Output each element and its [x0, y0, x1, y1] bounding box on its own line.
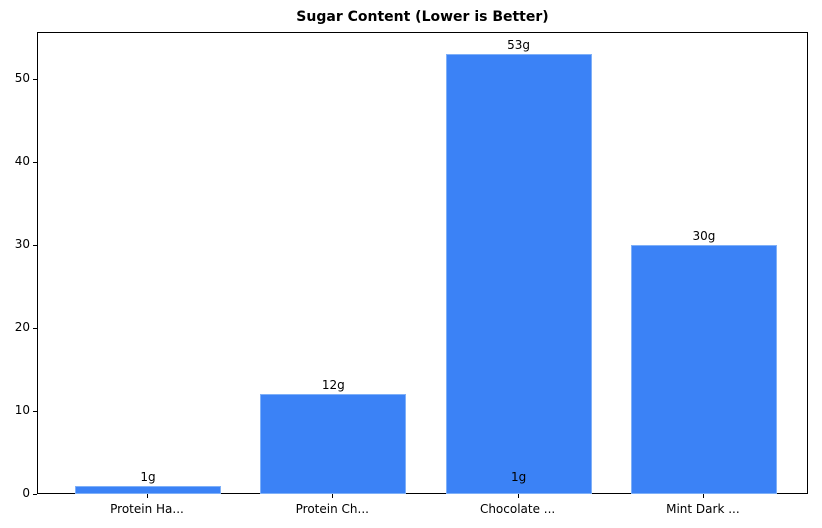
bar-value-label: 1g: [140, 469, 156, 484]
annotation-label: 1g: [510, 469, 527, 484]
bar: [630, 244, 777, 494]
y-tick-mark: [33, 78, 37, 80]
bar: [445, 54, 592, 494]
plot-area: 1g 12g 53g 30g 1g: [37, 32, 808, 494]
bar: [260, 394, 407, 494]
y-tick-label: 40: [14, 153, 30, 168]
x-tick-label: Protein Ha...: [110, 502, 184, 516]
x-tick-mark: [332, 494, 334, 498]
x-tick-mark: [517, 494, 519, 498]
chart-title: Sugar Content (Lower is Better): [296, 9, 549, 25]
x-tick-label: Protein Ch...: [295, 502, 369, 516]
x-tick-mark: [702, 494, 704, 498]
x-tick-label: Chocolate ...: [479, 502, 556, 516]
y-tick-label: 50: [14, 70, 30, 85]
y-tick-mark: [33, 244, 37, 246]
y-tick-label: 20: [14, 319, 30, 334]
bar-value-label: 30g: [692, 228, 716, 243]
y-tick-mark: [33, 161, 37, 163]
bar-value-label: 53g: [507, 38, 531, 52]
x-tick-label: Mint Dark ...: [666, 502, 740, 516]
y-tick-label: 0: [22, 486, 30, 500]
y-tick-mark: [33, 327, 37, 329]
y-tick-label: 30: [14, 236, 30, 251]
bar: [75, 485, 221, 494]
y-tick-label: 10: [14, 402, 30, 417]
bar-value-label: 12g: [321, 378, 345, 393]
y-tick-mark: [33, 494, 37, 495]
y-tick-mark: [33, 410, 37, 412]
x-tick-mark: [147, 494, 148, 498]
